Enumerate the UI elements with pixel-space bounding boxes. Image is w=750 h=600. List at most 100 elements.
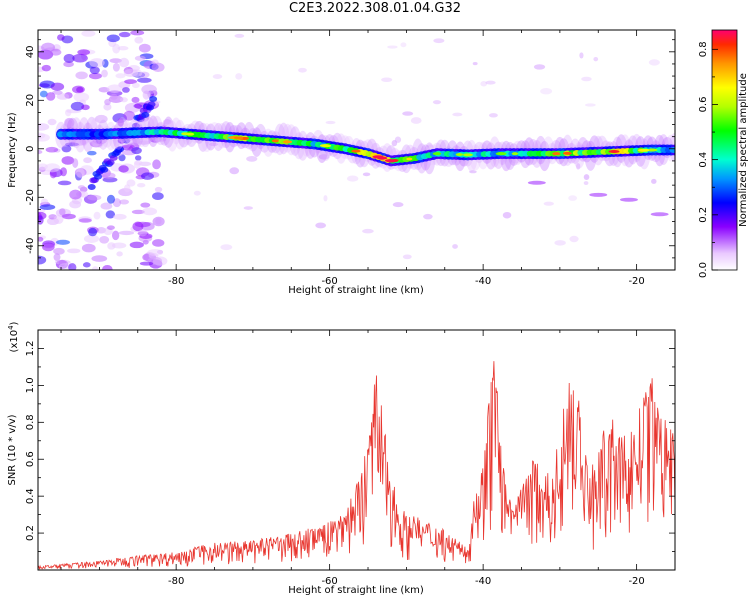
- spectrogram-speckle: [88, 227, 98, 237]
- y-tick-label: 0.2: [25, 525, 36, 541]
- spectrogram-speckle: [141, 84, 157, 95]
- spectrogram-speckle: [93, 211, 101, 220]
- spectrogram-ridge-peak: [384, 159, 396, 163]
- spectrogram-speckle: [392, 202, 404, 208]
- spectrogram-speckle: [402, 254, 412, 260]
- spectrogram-speckle: [139, 261, 154, 266]
- spectrogram-speckle: [53, 247, 65, 255]
- spectrogram-speckle: [69, 189, 82, 200]
- spectrogram-speckle: [87, 184, 96, 191]
- spectrogram-speckle: [543, 201, 554, 206]
- spectrogram-speckle: [162, 119, 172, 125]
- x-tick-label: -80: [168, 576, 184, 587]
- snr-frame: [37, 329, 676, 571]
- spectrogram-speckle: [41, 64, 51, 72]
- spectrogram-speckle: [469, 170, 477, 174]
- spectrogram-speckle: [64, 117, 75, 128]
- colorbar-tick-label: 0.8: [698, 41, 709, 57]
- spectrogram-ridge-peak: [377, 156, 388, 160]
- spectrogram-speckle: [89, 58, 105, 68]
- spectrogram-speckle: [77, 185, 86, 190]
- spectrogram-panel: -80 -60 -40 -20 -40 -20 0 20 40 Height of strai…: [7, 29, 676, 296]
- spectrogram-speckle: [583, 181, 589, 186]
- spectrogram-speckle: [229, 167, 240, 175]
- y-tick-label: 20: [25, 94, 36, 107]
- spectrogram-speckle: [502, 211, 512, 219]
- spectrogram-speckle: [123, 68, 139, 77]
- spectrogram-speckle: [110, 93, 118, 100]
- y-tick-label: -20: [25, 189, 36, 205]
- spectrogram-ridge-peak: [432, 152, 442, 156]
- spectrogram-speckle: [137, 77, 152, 83]
- colorbar: 0.0 0.2 0.4 0.6 0.8 Normalized spectral ampl…: [698, 29, 749, 278]
- spectrogram-speckle: [391, 140, 398, 147]
- spectrogram-speckle: [50, 82, 65, 91]
- spectrogram-speckle: [193, 190, 201, 196]
- spectrogram-image: [38, 30, 675, 270]
- spectrogram-speckle: [42, 242, 55, 252]
- spectrogram-speckle: [65, 108, 72, 117]
- spectrogram-speckle: [133, 161, 141, 169]
- spectrogram-ridge-peak: [562, 151, 572, 155]
- y-tick-label: 1.2: [25, 341, 36, 357]
- spectrogram-speckle: [53, 253, 61, 262]
- spectrogram-speckle: [212, 74, 223, 79]
- spectrogram-speckle: [106, 225, 115, 230]
- colorbar-tick-label: 0.0: [698, 262, 709, 278]
- spectrogram-speckle: [122, 87, 130, 93]
- spectrogram-speckle: [589, 192, 608, 197]
- spectrogram-speckle: [102, 265, 113, 270]
- y-tick-label: -40: [25, 238, 36, 254]
- snr-y-multiplier: (x104): [7, 321, 20, 352]
- spectrogram-speckle: [99, 235, 110, 244]
- y-tick-label: 40: [25, 45, 36, 58]
- spectrogram-speckle: [323, 195, 328, 202]
- spectrogram-speckle: [39, 90, 48, 98]
- y-tick-label: 1.0: [25, 377, 36, 393]
- spectrogram-speckle: [318, 154, 330, 160]
- spectrogram-speckle: [362, 172, 371, 177]
- spectrogram-speckle: [149, 96, 158, 103]
- spectrogram-speckle: [402, 111, 414, 116]
- spectrogram-speckle: [648, 59, 660, 66]
- spectrogram-ridge-peak: [320, 144, 332, 148]
- spectrogram-speckle: [209, 142, 219, 147]
- spectrogram-speckle: [46, 92, 56, 101]
- spectrogram-speckle: [527, 180, 546, 185]
- spectrogram-speckle: [119, 97, 128, 103]
- spectrogram-speckle: [593, 56, 599, 62]
- spectrogram-ridge-peak: [351, 149, 361, 153]
- spectrogram-speckle: [69, 200, 82, 209]
- x-tick-label: -40: [475, 276, 491, 287]
- spectrogram-speckle: [579, 52, 584, 59]
- y-tick-label: 0: [25, 146, 36, 152]
- spectrogram-speckle: [53, 215, 64, 225]
- spectrogram-speckle: [67, 248, 81, 254]
- spectrogram-speckle: [362, 228, 374, 234]
- spectrogram-speckle: [152, 192, 164, 201]
- spectrogram-speckle: [152, 216, 165, 227]
- spectrogram-speckle: [151, 62, 165, 73]
- spectrogram-ridge-peak: [271, 139, 279, 143]
- spectrogram-speckle: [61, 145, 72, 153]
- spectrogram-speckle: [124, 79, 138, 85]
- spectrogram-speckle: [138, 43, 151, 53]
- spectrogram-ridge-peak: [648, 148, 658, 152]
- spectrogram-speckle: [131, 147, 142, 155]
- spectrogram-speckle: [142, 207, 158, 216]
- spectrogram-speckle: [101, 69, 108, 78]
- spectrogram-speckle: [134, 36, 144, 44]
- spectrogram-speckle: [141, 111, 150, 118]
- colorbar-tick-label: 0.6: [698, 97, 709, 113]
- spectrogram-speckle: [452, 112, 463, 117]
- spectrogram-speckle: [140, 202, 151, 208]
- spectrogram-speckle: [619, 197, 638, 202]
- spectrogram-speckle: [111, 230, 120, 241]
- spectrogram-speckle: [116, 251, 123, 257]
- spectrogram-speckle: [39, 204, 56, 210]
- spectrogram-ridge-peak: [282, 140, 292, 144]
- spectrogram-speckle: [246, 156, 258, 162]
- spectrogram-speckle: [40, 198, 49, 204]
- spectrogram-frame: [37, 29, 676, 271]
- spectrogram-speckle: [138, 140, 151, 145]
